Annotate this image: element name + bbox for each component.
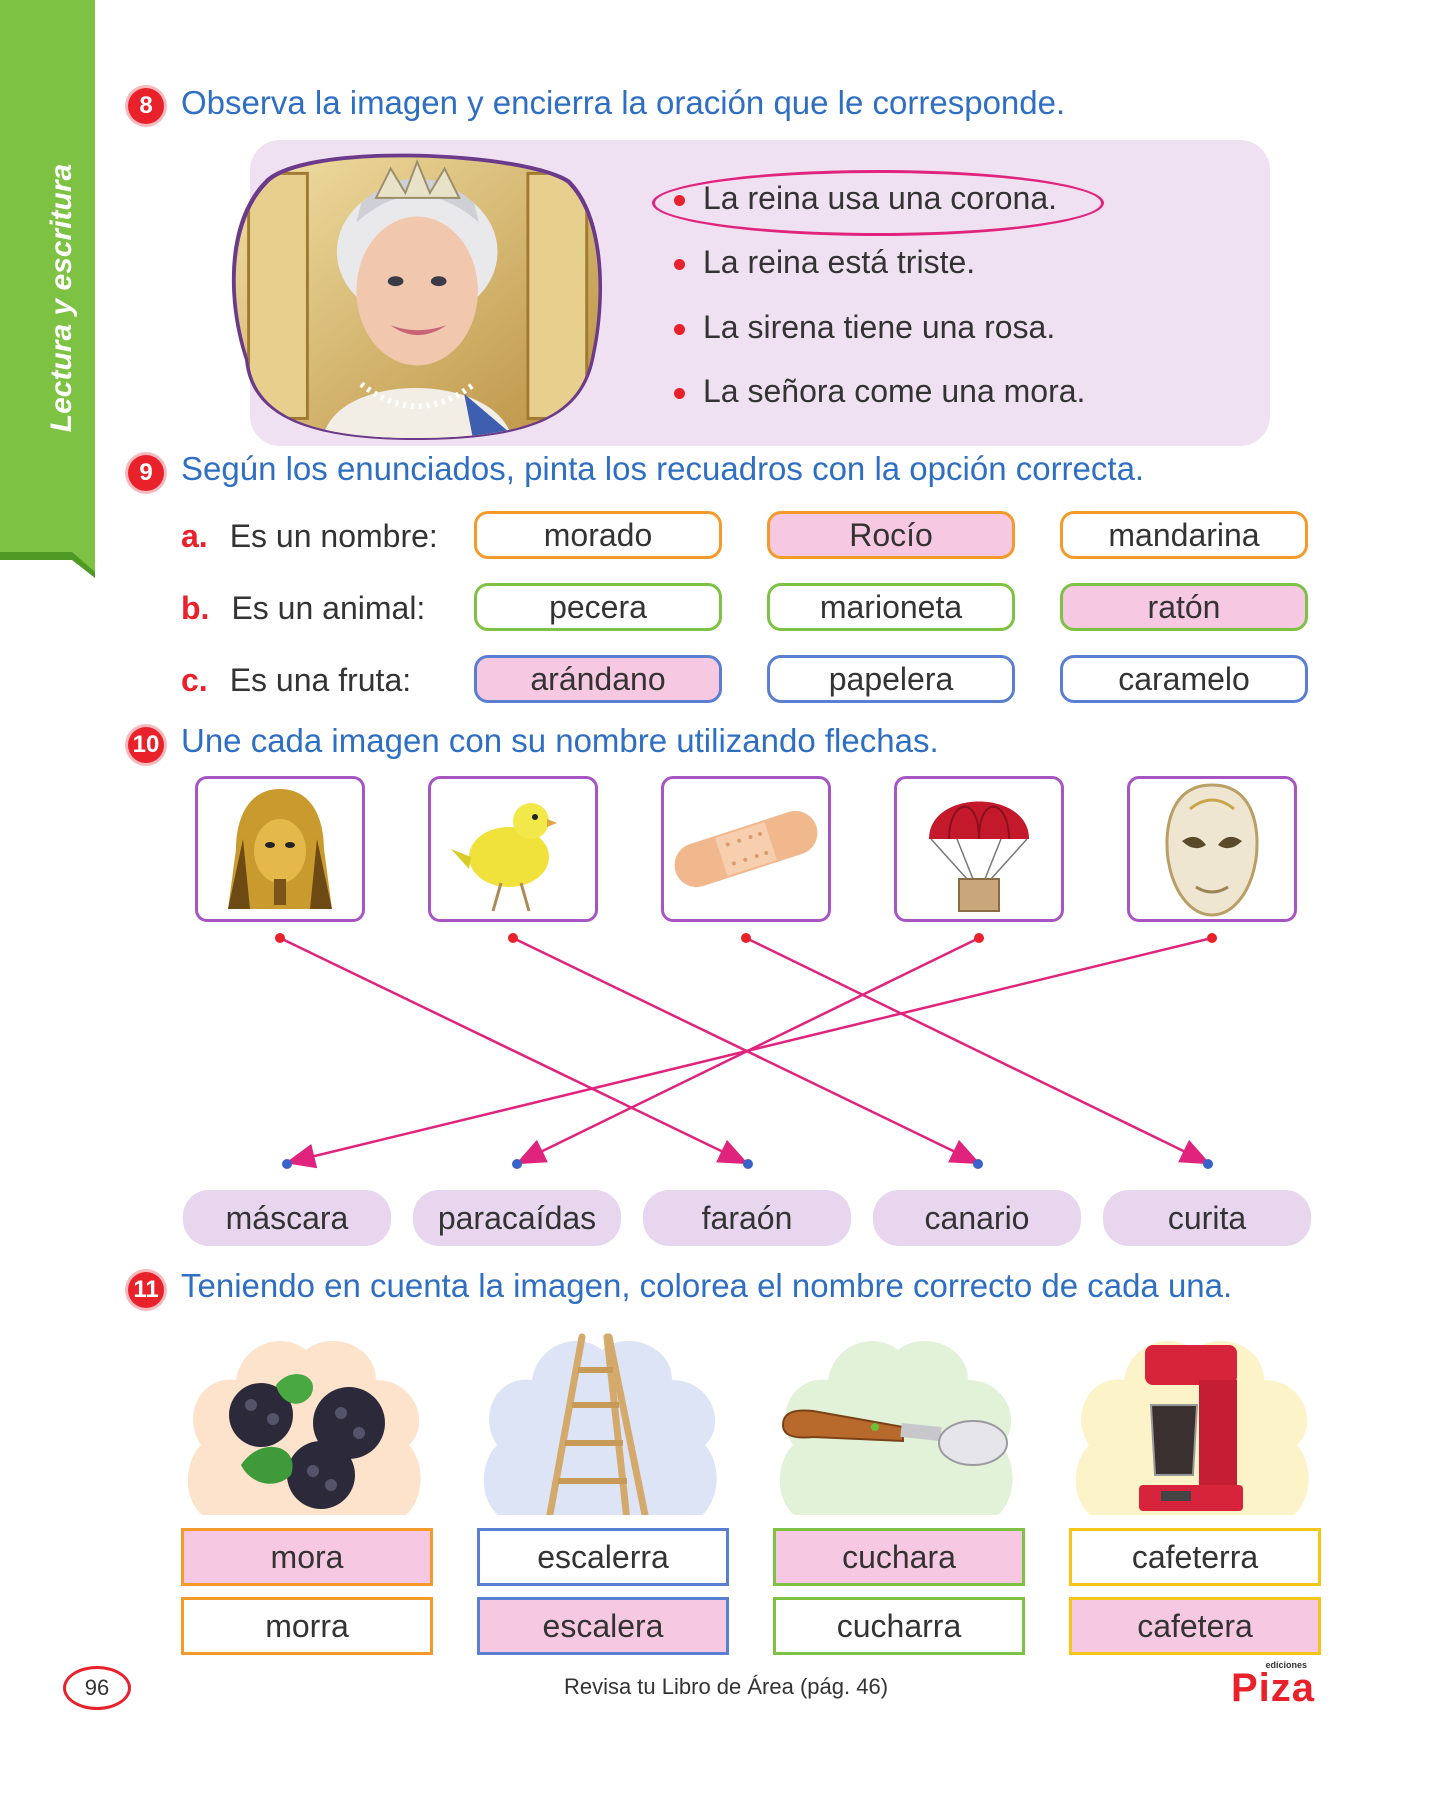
image-card-parachute[interactable] bbox=[894, 776, 1064, 922]
name-tag[interactable]: canario bbox=[873, 1190, 1081, 1246]
row-a-label: a. Es un nombre: bbox=[181, 518, 438, 555]
bullet-icon bbox=[674, 195, 685, 207]
bullet-icon bbox=[674, 324, 685, 336]
brand-logo: ediciones Piza bbox=[1215, 1658, 1315, 1710]
answer-circle bbox=[652, 170, 1104, 236]
word-option-selected[interactable]: cuchara bbox=[773, 1528, 1025, 1586]
arrow-mask bbox=[285, 936, 1213, 1169]
option-box[interactable]: morado bbox=[474, 511, 722, 559]
name-tag[interactable]: faraón bbox=[643, 1190, 851, 1246]
question-number-8: 8 bbox=[128, 88, 164, 124]
option-box[interactable]: mandarina bbox=[1060, 511, 1308, 559]
name-tag[interactable]: paracaídas bbox=[413, 1190, 621, 1246]
bullet-icon bbox=[674, 259, 685, 271]
pharaoh-mask-icon bbox=[228, 789, 332, 909]
coffee-maker-icon bbox=[1076, 1341, 1309, 1515]
blackberries-icon bbox=[188, 1341, 421, 1515]
word-option-selected[interactable]: cafetera bbox=[1069, 1597, 1321, 1655]
row-c-label: c. Es una fruta: bbox=[181, 662, 411, 699]
sentence-text: La reina está triste. bbox=[703, 244, 976, 280]
arrow-pharaoh bbox=[279, 936, 749, 1165]
word-option[interactable]: morra bbox=[181, 1597, 433, 1655]
bullet-icon bbox=[674, 388, 685, 400]
name-tag[interactable]: máscara bbox=[183, 1190, 391, 1246]
question-number-9: 9 bbox=[128, 455, 164, 491]
side-tab-shape bbox=[0, 0, 95, 578]
sentence-text: La reina usa una corona. bbox=[703, 180, 1058, 216]
ladder-icon bbox=[484, 1333, 717, 1515]
row-text: Es una fruta: bbox=[229, 662, 412, 698]
arrow-canary bbox=[512, 936, 981, 1165]
question-11-instruction: Teniendo en cuenta la imagen, colorea el… bbox=[181, 1267, 1233, 1304]
sentence-option-3[interactable]: La sirena tiene una rosa. bbox=[674, 309, 1055, 346]
option-box[interactable]: marioneta bbox=[767, 583, 1015, 631]
arrow-bandage bbox=[745, 936, 1211, 1165]
image-card-mask[interactable] bbox=[1127, 776, 1297, 922]
question-10-instruction: Une cada imagen con su nombre utilizando… bbox=[181, 722, 939, 759]
sentence-option-2[interactable]: La reina está triste. bbox=[674, 244, 975, 281]
queen-portrait-icon bbox=[231, 153, 603, 440]
sentence-option-4[interactable]: La señora come una mora. bbox=[674, 373, 1085, 410]
word-option-selected[interactable]: mora bbox=[181, 1528, 433, 1586]
row-text: Es un nombre: bbox=[229, 518, 438, 554]
image-card-canary[interactable] bbox=[428, 776, 598, 922]
word-option[interactable]: cafeterra bbox=[1069, 1528, 1321, 1586]
option-box-selected[interactable]: Rocío bbox=[767, 511, 1015, 559]
question-8-instruction: Observa la imagen y encierra la oración … bbox=[181, 84, 1066, 121]
question-number-11: 11 bbox=[128, 1272, 164, 1308]
sentence-text: La sirena tiene una rosa. bbox=[703, 309, 1056, 345]
footer-reference: Revisa tu Libro de Área (pág. 46) bbox=[563, 1674, 889, 1699]
option-box[interactable]: caramelo bbox=[1060, 655, 1308, 703]
word-option-selected[interactable]: escalera bbox=[477, 1597, 729, 1655]
image-card-bandage[interactable] bbox=[661, 776, 831, 922]
option-box[interactable]: papelera bbox=[767, 655, 1015, 703]
word-option[interactable]: cucharra bbox=[773, 1597, 1025, 1655]
option-box-selected[interactable]: arándano bbox=[474, 655, 722, 703]
image-card-pharaoh[interactable] bbox=[195, 776, 365, 922]
row-text: Es un animal: bbox=[231, 590, 426, 626]
name-tag[interactable]: curita bbox=[1103, 1190, 1311, 1246]
canary-icon bbox=[451, 803, 557, 912]
row-letter: a. bbox=[181, 518, 208, 554]
question-number-10: 10 bbox=[128, 727, 164, 763]
side-tab: Lectura y escritura bbox=[0, 0, 95, 580]
spoon-icon bbox=[780, 1341, 1013, 1515]
row-b-label: b. Es un animal: bbox=[181, 590, 425, 627]
parachute-icon bbox=[929, 801, 1029, 912]
row-letter: b. bbox=[181, 590, 210, 626]
brand-name: Piza bbox=[1230, 1666, 1315, 1710]
brand-small-text: ediciones bbox=[1265, 1660, 1307, 1670]
option-box-selected[interactable]: ratón bbox=[1060, 583, 1308, 631]
page-number: 96 bbox=[63, 1666, 131, 1710]
sentence-option-1[interactable]: La reina usa una corona. bbox=[674, 180, 1057, 217]
row-letter: c. bbox=[181, 662, 208, 698]
word-option[interactable]: escalerra bbox=[477, 1528, 729, 1586]
sentence-text: La señora come una mora. bbox=[703, 373, 1086, 409]
carnival-mask-icon bbox=[1165, 783, 1259, 917]
option-box[interactable]: pecera bbox=[474, 583, 722, 631]
bandage-icon bbox=[674, 810, 818, 888]
question-9-instruction: Según los enunciados, pinta los recuadro… bbox=[181, 450, 1145, 487]
